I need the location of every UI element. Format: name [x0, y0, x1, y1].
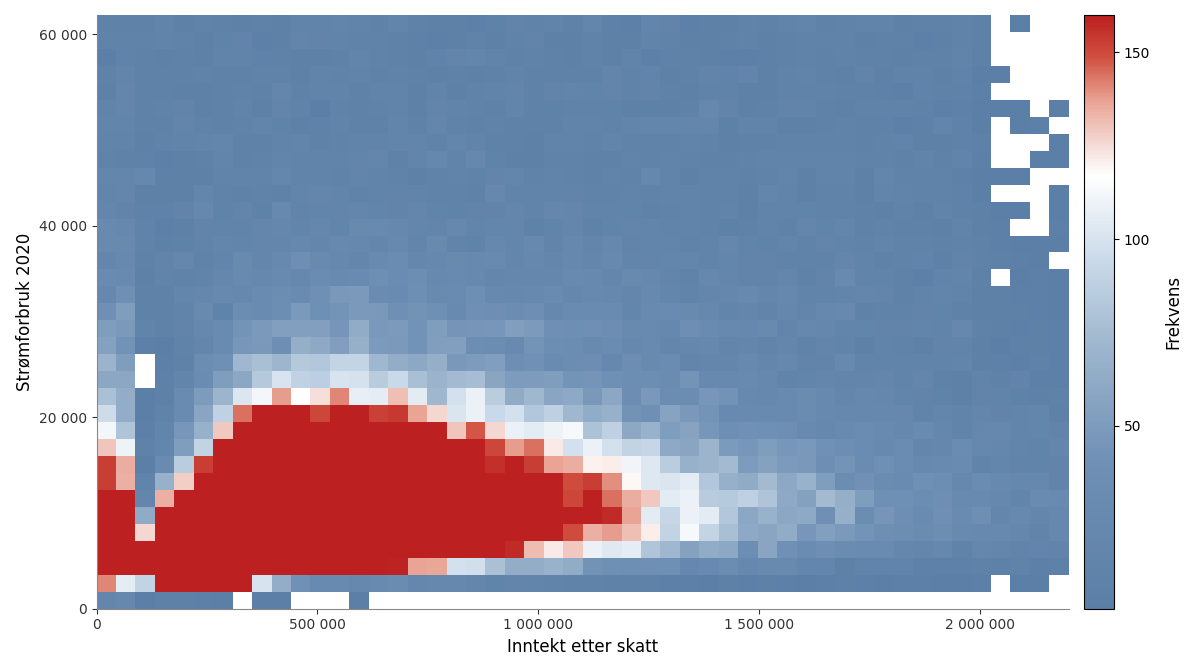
Y-axis label: Strømforbruk 2020: Strømforbruk 2020 — [16, 233, 34, 391]
X-axis label: Inntekt etter skatt: Inntekt etter skatt — [507, 638, 658, 656]
Y-axis label: Frekvens: Frekvens — [1164, 275, 1182, 349]
